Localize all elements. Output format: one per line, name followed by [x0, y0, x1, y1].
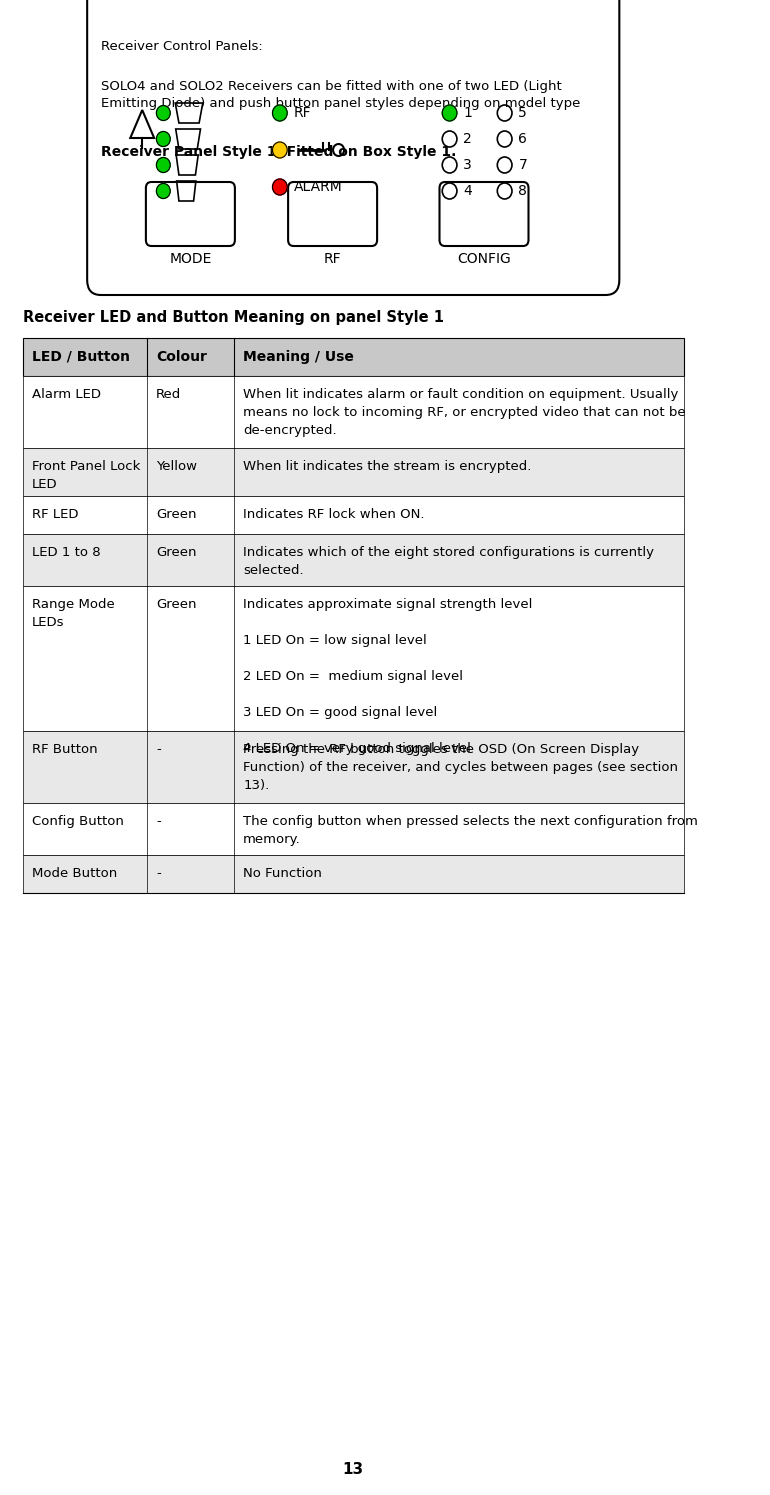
Text: 1: 1 — [464, 106, 472, 120]
Circle shape — [156, 132, 170, 147]
Text: No Function: No Function — [243, 867, 322, 881]
FancyBboxPatch shape — [87, 0, 619, 295]
Text: LED / Button: LED / Button — [32, 350, 130, 363]
Bar — [23, 534, 684, 586]
Text: Receiver LED and Button Meaning on panel Style 1: Receiver LED and Button Meaning on panel… — [23, 309, 444, 324]
Text: 7: 7 — [518, 158, 527, 172]
Circle shape — [273, 142, 287, 158]
Text: Indicates RF lock when ON.: Indicates RF lock when ON. — [243, 508, 424, 520]
Text: Indicates which of the eight stored configurations is currently
selected.: Indicates which of the eight stored conf… — [243, 546, 654, 577]
Text: Indicates approximate signal strength level

1 LED On = low signal level

2 LED : Indicates approximate signal strength le… — [243, 598, 533, 755]
Circle shape — [273, 105, 287, 121]
Text: Yellow: Yellow — [156, 460, 197, 472]
Circle shape — [273, 179, 287, 194]
Text: 6: 6 — [518, 132, 527, 147]
Text: Green: Green — [156, 508, 196, 520]
Text: RF Button: RF Button — [32, 743, 98, 756]
Text: Mode Button: Mode Button — [32, 867, 117, 881]
Text: RF LED: RF LED — [32, 508, 79, 520]
Bar — [23, 338, 684, 377]
Text: The config button when pressed selects the next configuration from
memory.: The config button when pressed selects t… — [243, 815, 698, 846]
Text: When lit indicates alarm or fault condition on equipment. Usually
means no lock : When lit indicates alarm or fault condit… — [243, 389, 686, 437]
Circle shape — [442, 105, 457, 121]
Text: -: - — [156, 815, 161, 828]
Circle shape — [156, 106, 170, 121]
Text: CONFIG: CONFIG — [457, 253, 511, 266]
Bar — [23, 731, 684, 803]
Bar — [23, 803, 684, 855]
Bar — [23, 496, 684, 534]
Text: Green: Green — [156, 598, 196, 611]
Text: 8: 8 — [518, 184, 527, 197]
Circle shape — [156, 157, 170, 172]
Text: Alarm LED: Alarm LED — [32, 389, 101, 401]
Text: Pressing the RF button toggles the OSD (On Screen Display
Function) of the recei: Pressing the RF button toggles the OSD (… — [243, 743, 678, 792]
Text: Meaning / Use: Meaning / Use — [243, 350, 354, 363]
FancyBboxPatch shape — [440, 182, 528, 247]
Bar — [23, 855, 684, 893]
Text: Front Panel Lock
LED: Front Panel Lock LED — [32, 460, 140, 490]
Text: Colour: Colour — [156, 350, 207, 363]
Text: Receiver Control Panels:: Receiver Control Panels: — [101, 40, 263, 52]
Bar — [23, 586, 684, 731]
Circle shape — [156, 184, 170, 199]
Text: 2: 2 — [464, 132, 472, 147]
Text: When lit indicates the stream is encrypted.: When lit indicates the stream is encrypt… — [243, 460, 531, 472]
Text: ALARM: ALARM — [293, 179, 343, 194]
Text: 13: 13 — [343, 1462, 363, 1477]
Text: Config Button: Config Button — [32, 815, 124, 828]
Text: 4: 4 — [464, 184, 472, 197]
Text: SOLO4 and SOLO2 Receivers can be fitted with one of two LED (Light
Emitting Diod: SOLO4 and SOLO2 Receivers can be fitted … — [101, 81, 581, 111]
Text: Red: Red — [156, 389, 181, 401]
Text: 3: 3 — [464, 158, 472, 172]
Text: -: - — [156, 867, 161, 881]
Text: 5: 5 — [518, 106, 527, 120]
Text: RF: RF — [324, 253, 341, 266]
Text: LED 1 to 8: LED 1 to 8 — [32, 546, 101, 559]
Text: Range Mode
LEDs: Range Mode LEDs — [32, 598, 115, 629]
Bar — [23, 377, 684, 448]
Text: -: - — [156, 743, 161, 756]
FancyBboxPatch shape — [146, 182, 235, 247]
Text: Green: Green — [156, 546, 196, 559]
FancyBboxPatch shape — [288, 182, 377, 247]
Text: MODE: MODE — [169, 253, 212, 266]
Bar — [23, 448, 684, 496]
Text: RF: RF — [293, 106, 311, 120]
Text: Receiver Panel Style 1, Fitted on Box Style 1.: Receiver Panel Style 1, Fitted on Box St… — [101, 145, 457, 158]
